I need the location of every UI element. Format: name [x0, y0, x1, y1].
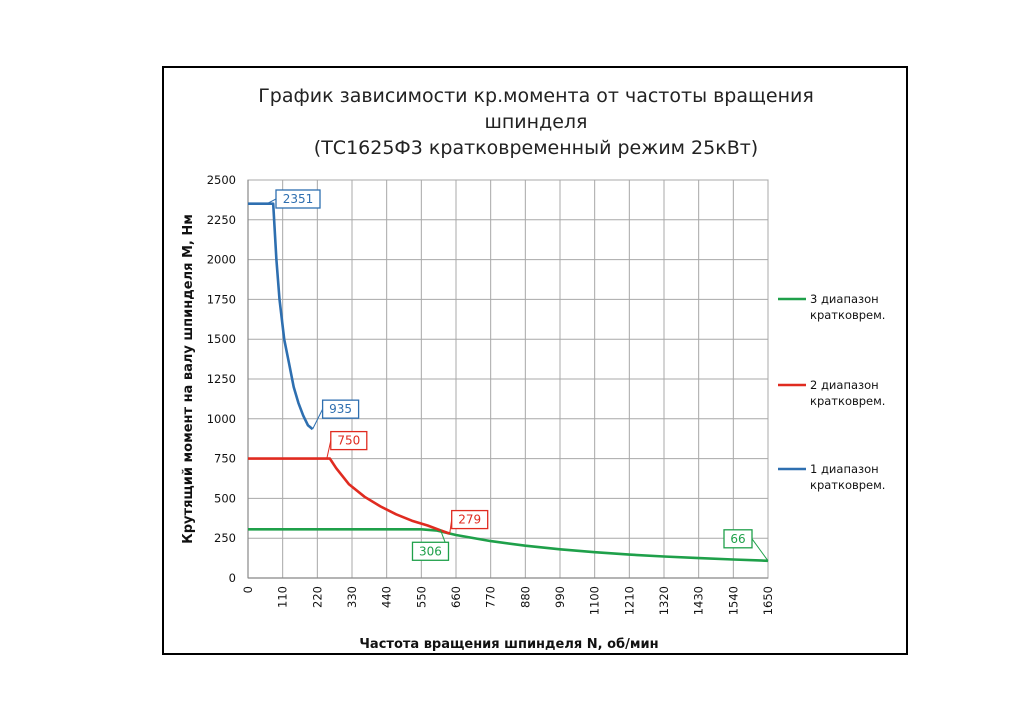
callout-leader: [312, 408, 324, 430]
chart-frame: График зависимости кр.момента от частоты…: [162, 66, 908, 655]
series-line-range-2: [248, 457, 451, 535]
legend-label: 3 диапазон: [810, 292, 879, 306]
x-tick-label: 1320: [657, 586, 671, 615]
y-tick-label: 500: [214, 491, 236, 505]
x-tick-label: 1540: [726, 586, 740, 615]
x-tick-label: 550: [414, 586, 428, 608]
legend-label: кратковрем.: [810, 478, 885, 492]
x-tick-label: 1210: [622, 586, 636, 615]
callout-leader: [326, 440, 332, 459]
y-tick-label: 1000: [207, 412, 236, 426]
x-tick-label: 770: [484, 586, 498, 608]
callout-label: 2351: [283, 192, 314, 206]
chart-title-line-2: шпинделя: [485, 111, 588, 133]
legend-label: кратковрем.: [810, 394, 885, 408]
x-tick-label: 1100: [588, 586, 602, 615]
chart-title-line-1: График зависимости кр.момента от частоты…: [258, 85, 814, 107]
y-tick-label: 0: [229, 571, 236, 585]
callout-leader: [266, 198, 277, 205]
y-tick-label: 1750: [207, 292, 236, 306]
legend-label: кратковрем.: [810, 308, 885, 322]
y-tick-label: 750: [214, 452, 236, 466]
x-tick-label: 660: [449, 586, 463, 608]
x-axis-label: Частота вращения шпинделя N, об/мин: [359, 637, 658, 652]
series-layer: [248, 202, 769, 563]
x-tick-label: 110: [276, 586, 290, 608]
y-tick-label: 2000: [207, 253, 236, 267]
callout-box: [451, 509, 489, 530]
y-tick-label: 2500: [207, 173, 236, 187]
series-line-range-1: [248, 202, 314, 431]
x-tick-label: 330: [345, 586, 359, 608]
callout-box: [275, 189, 321, 209]
callout-label: 279: [458, 513, 481, 527]
legend-layer: 3 диапазон кратковрем. 2 диапазон кратковре…: [778, 292, 885, 492]
y-tick-label: 1250: [207, 372, 236, 386]
x-tick-label: 990: [553, 586, 567, 608]
legend-label: 1 диапазон: [810, 462, 879, 476]
x-tick-label: 880: [518, 586, 532, 608]
callout-label: 306: [419, 544, 442, 558]
callout-layer: 2351 935 750 279 306 66: [266, 189, 769, 562]
x-tick-label: 440: [380, 586, 394, 608]
grid-layer: [247, 179, 769, 579]
chart-canvas: График зависимости кр.момента от частоты…: [181, 85, 885, 652]
series-line-range-3: [248, 527, 769, 563]
chart-title-line-3: (ТС1625Ф3 кратковременный режим 25кВт): [314, 137, 758, 159]
callout-box: [723, 529, 753, 549]
callout-box: [411, 541, 450, 561]
callout-label: 935: [329, 402, 352, 416]
callout-box: [321, 399, 360, 419]
legend-label: 2 диапазон: [810, 378, 879, 392]
callout-label: 66: [730, 532, 745, 546]
axes-layer: 0 110 220 330 440 550 660 770 880 990 1100 1210 1320…: [207, 173, 775, 615]
x-tick-label: 1430: [692, 586, 706, 615]
x-tick-label: 0: [241, 586, 255, 593]
y-axis-label: Крутящий момент на валу шпинделя М, Нм: [181, 214, 196, 544]
y-tick-label: 1500: [207, 332, 236, 346]
y-tick-label: 250: [214, 531, 236, 545]
callout-box: [330, 430, 368, 451]
x-tick-label: 1650: [761, 586, 775, 615]
x-tick-label: 220: [310, 586, 324, 608]
y-tick-label: 2250: [207, 213, 236, 227]
callout-label: 750: [337, 434, 360, 448]
callout-leader: [751, 538, 769, 562]
